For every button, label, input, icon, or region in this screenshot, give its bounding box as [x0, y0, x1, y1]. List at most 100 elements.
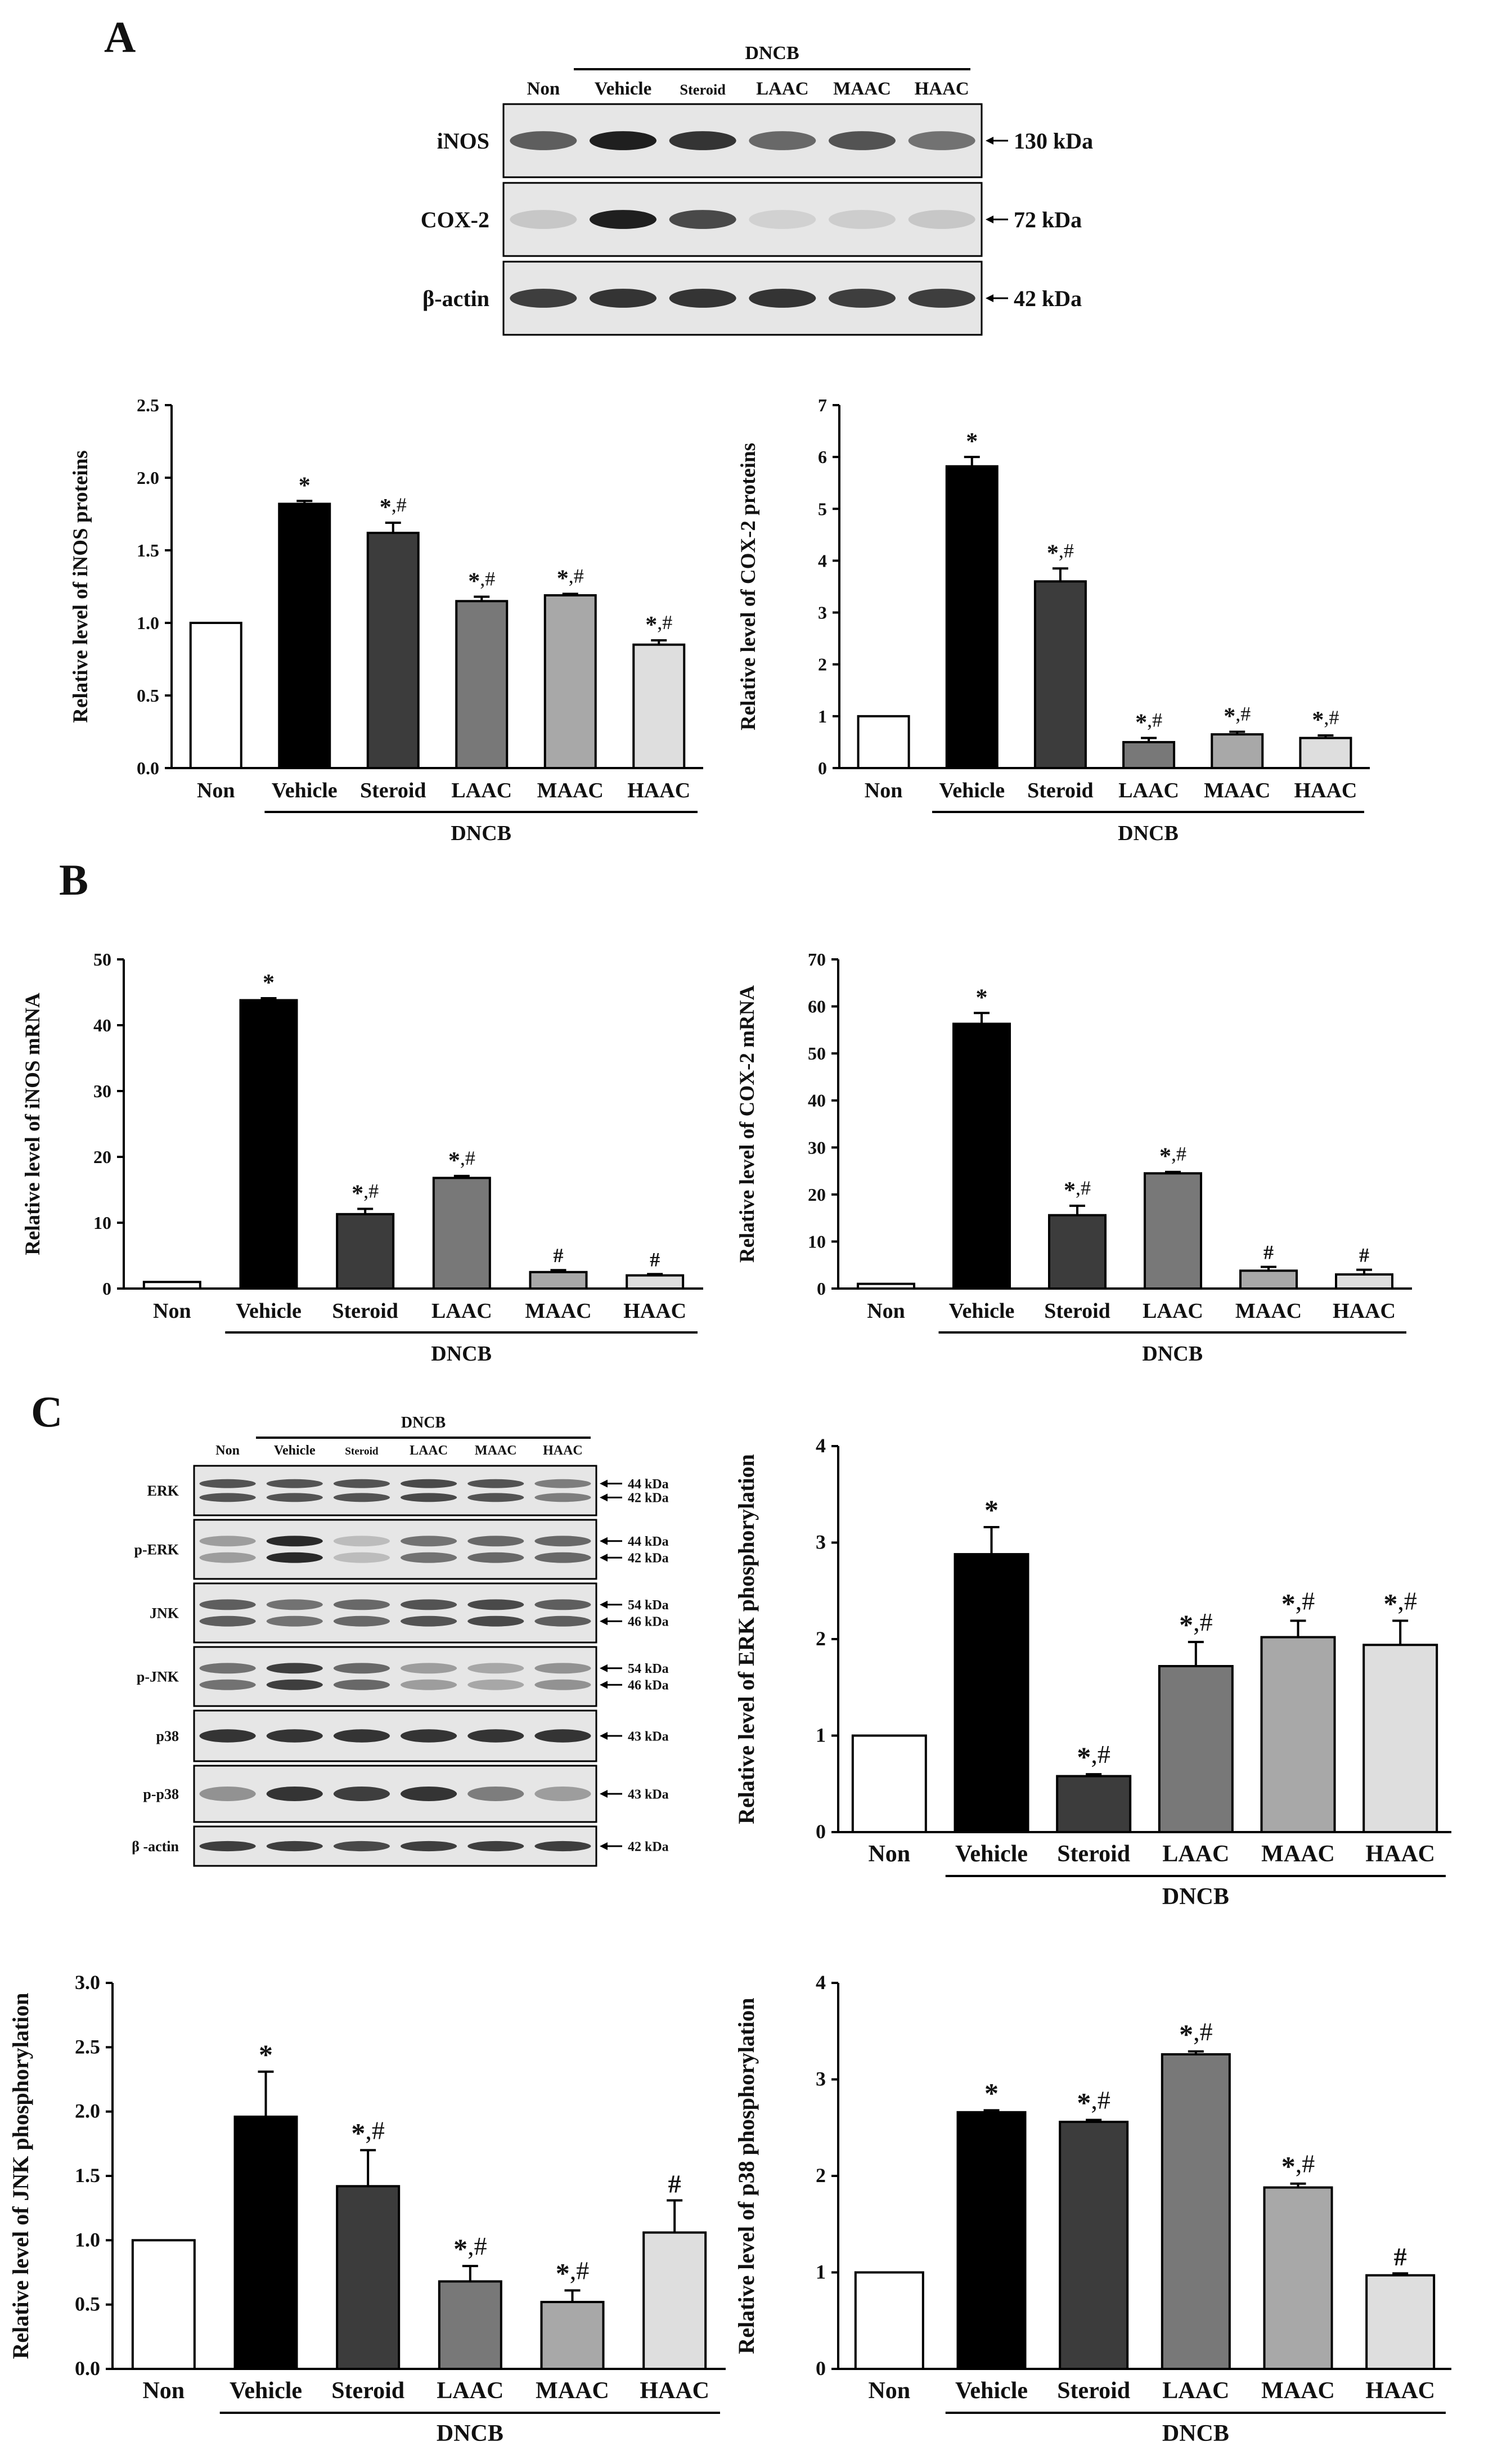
category-label: MAAC [525, 1299, 591, 1323]
asterisk-mark: * [351, 2117, 365, 2148]
blot-lane-label: Vehicle [595, 79, 651, 99]
bar [954, 1553, 1029, 1834]
asterisk-mark: * [1064, 1178, 1076, 1204]
hash-mark: ,# [1091, 2086, 1110, 2115]
blot-row-label: p38 [156, 1728, 179, 1744]
chart-cox2-mrna: 0 10 20 30 40 50 60 70 Relative level of COX-2 m… [736, 949, 1412, 1366]
blot-band [333, 1479, 390, 1488]
blot-band [401, 1663, 457, 1674]
hash-mark: ,# [1193, 2017, 1213, 2046]
y-tick-label: 20 [808, 1184, 826, 1205]
y-tick-label: 50 [93, 949, 111, 970]
bar [540, 2301, 605, 2370]
bar [278, 502, 331, 769]
category-label: Non [142, 2378, 185, 2404]
blot-band [333, 1599, 390, 1610]
blot-band [534, 1729, 591, 1743]
blot-strip [193, 1825, 597, 1867]
blot-lane-label: LAAC [756, 79, 809, 99]
blot-band [401, 1729, 457, 1743]
blot-band [467, 1841, 524, 1852]
y-axis-label: Relative level of ERK phosphorylation [734, 1454, 759, 1824]
y-tick-label: 1 [816, 2261, 826, 2283]
bar [956, 2111, 1027, 2371]
blot-marker-label: 46 kDa [628, 1615, 669, 1630]
blot-band [467, 1615, 524, 1627]
significance-marker: *,# [380, 493, 407, 520]
blot-lane-label: Steroid [345, 1446, 379, 1457]
blot-band [401, 1841, 457, 1852]
blot-lane-label: Vehicle [274, 1443, 316, 1458]
blot-lane-label: Non [527, 79, 560, 99]
blot-arrow-head [600, 1617, 608, 1626]
category-label: Steroid [1057, 1841, 1130, 1867]
bar [642, 2231, 707, 2370]
y-tick-label: 6 [818, 447, 827, 467]
y-tick-label: 60 [808, 997, 826, 1017]
category-label: MAAC [536, 2378, 609, 2404]
blot-row-label: iNOS [437, 128, 489, 154]
y-tick-label: 5 [818, 499, 827, 519]
y-tick-label: 30 [808, 1137, 826, 1157]
bar [945, 465, 999, 769]
blot-strip [193, 1465, 597, 1516]
blot-band [749, 131, 816, 150]
group-label: DNCB [1118, 822, 1179, 845]
bar [1033, 580, 1087, 770]
blot-band [534, 1479, 591, 1488]
blot-band [199, 1663, 256, 1674]
blot-band [829, 131, 896, 150]
hash-mark: ,# [1147, 709, 1162, 731]
blot-band [467, 1787, 524, 1801]
blot-band [534, 1679, 591, 1690]
hash-mark: ,# [365, 2116, 385, 2144]
blot-band [467, 1552, 524, 1563]
y-axis-label: Relative level of COX-2 mRNA [736, 985, 759, 1263]
bar [1144, 1172, 1202, 1290]
category-label: HAAC [1365, 1841, 1435, 1867]
blot-band [401, 1615, 457, 1627]
blot-arrow-head [600, 1732, 608, 1740]
hash-mark: ,# [1171, 1143, 1186, 1165]
hash-mark: ,# [1235, 703, 1251, 725]
category-label: Non [867, 1299, 905, 1323]
blot-band [401, 1479, 457, 1488]
hash-mark: ,# [1296, 1586, 1315, 1615]
y-axis-label: Relative level of JNK phosphorylation [8, 1992, 33, 2359]
blot-band [266, 1679, 323, 1690]
asterisk-mark: * [966, 429, 978, 455]
blot-band [534, 1787, 591, 1801]
blot-row-label: p-JNK [137, 1669, 179, 1685]
category-label: Steroid [1044, 1299, 1110, 1323]
asterisk-mark: * [299, 473, 311, 499]
chart-erk-phosphorylation: 0 1 2 3 4 Relative level of ERK phosphorylati… [734, 1434, 1451, 1910]
blot-band [749, 289, 816, 308]
blot-band [199, 1787, 256, 1801]
y-tick-label: 3 [816, 1531, 826, 1554]
y-tick-label: 0 [818, 758, 827, 778]
blot-lane-label: Steroid [680, 81, 726, 98]
y-tick-label: 0.5 [75, 2293, 100, 2315]
bar [1335, 1273, 1393, 1290]
blot-band [333, 1729, 390, 1743]
group-label: DNCB [451, 822, 511, 845]
panel-label-b: B [59, 855, 88, 904]
significance-marker: *,# [556, 2256, 590, 2289]
category-label: HAAC [1333, 1299, 1396, 1323]
blot-row-label: JNK [150, 1605, 179, 1622]
blot-arrow-head [986, 137, 993, 145]
significance-marker: *,# [1179, 1608, 1213, 1640]
bar [851, 1734, 927, 1833]
blot-row-label: β -actin [132, 1838, 179, 1855]
blot-band [266, 1729, 323, 1743]
category-label: MAAC [1204, 779, 1270, 802]
blot-arrow-head [600, 1493, 608, 1502]
bar [438, 2280, 502, 2370]
blot-row-label: p-p38 [143, 1786, 179, 1802]
blot-band [467, 1679, 524, 1690]
bar [543, 594, 597, 769]
blot-row-label: β-actin [422, 286, 489, 311]
hash-mark: ,# [1193, 1608, 1213, 1636]
blot-lane-label: LAAC [410, 1443, 448, 1458]
blot-band [749, 210, 816, 229]
